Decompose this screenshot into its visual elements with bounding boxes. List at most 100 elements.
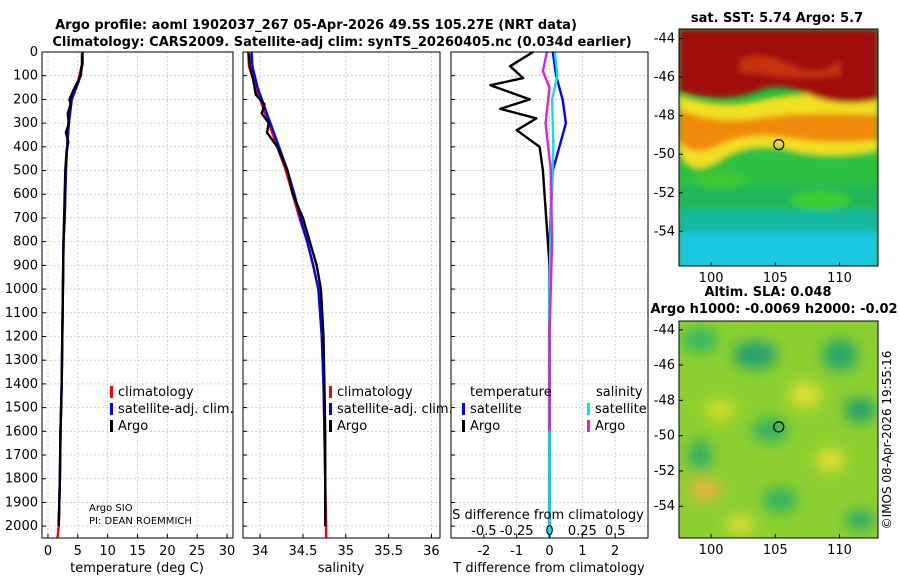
- map-y-tick-label: -48: [654, 393, 675, 408]
- map-x-tick-label: 105: [763, 271, 788, 286]
- sst-map: 100 105 110 -44 -46 -48 -50 -52 -54: [654, 28, 879, 286]
- x2-tick-label: 0.5: [605, 524, 626, 539]
- legend-climatology: climatology: [337, 385, 413, 400]
- sla-map: 100 105 110 -44 -46 -48 -50 -52 -54: [654, 320, 879, 558]
- x-tick-label: -2: [477, 544, 490, 559]
- x2-tick-label: 0.25: [568, 524, 597, 539]
- map-y-tick-label: -44: [654, 323, 675, 338]
- temperature-panel: 0100200300400500600700800900100011001200…: [5, 45, 235, 576]
- y-tick-label: 1400: [5, 377, 38, 392]
- y-tick-label: 2000: [5, 519, 38, 534]
- y-tick-label: 1700: [5, 448, 38, 463]
- x-tick-label: 0: [44, 544, 52, 559]
- x-tick-label: 10: [99, 544, 116, 559]
- map-y-tick-label: -54: [654, 224, 675, 239]
- map-x-tick-label: 105: [763, 543, 788, 558]
- y-tick-label: 200: [13, 92, 38, 107]
- y-tick-label: 1900: [5, 495, 38, 510]
- y-tick-label: 400: [13, 140, 38, 155]
- map-y-tick-label: -44: [654, 32, 675, 47]
- sla-profile-location-marker: [773, 421, 785, 433]
- map-y-tick-label: -50: [654, 429, 675, 444]
- y-tick-label: 900: [13, 258, 38, 273]
- argo-info-2: PI: DEAN ROEMMICH: [89, 516, 192, 527]
- temperature-legend: climatology satellite-adj. clim. Argo: [110, 385, 234, 434]
- series-line-argo: [57, 53, 84, 527]
- y-tick-label: 700: [13, 211, 38, 226]
- t-difference-xlabel: T difference from climatology: [452, 561, 645, 576]
- sst-field: [679, 29, 878, 266]
- sst-profile-location-marker: [773, 139, 785, 151]
- legend-temperature-header: temperature: [470, 385, 552, 400]
- map-y-tick-label: -46: [654, 70, 675, 85]
- series-line-salinity-satellite: [548, 51, 559, 538]
- map-y-tick-label: -52: [654, 464, 675, 479]
- x-tick-label: 0: [545, 544, 553, 559]
- legend-salinity-header: salinity: [596, 385, 643, 400]
- y-tick-label: 600: [13, 187, 38, 202]
- salinity-panel: 34 34.5 35 35.5 36 salinity climatology sate…: [242, 51, 453, 576]
- map-y-tick-label: -52: [654, 186, 675, 201]
- temperature-xlabel: temperature (deg C): [70, 561, 204, 576]
- x2-tick-label: 0: [545, 524, 553, 539]
- x-tick-label: 1: [578, 544, 586, 559]
- x-tick-label: 34: [252, 544, 269, 559]
- difference-axes-frame: [450, 51, 649, 539]
- x-tick-label: 30: [219, 544, 236, 559]
- legend-swatch-salinity-satellite: [587, 403, 590, 415]
- x-tick-label: 35: [338, 544, 355, 559]
- legend-swatch-satellite-adj: [329, 403, 332, 415]
- y-tick-label: 1600: [5, 424, 38, 439]
- legend-salinity-satellite: satellite: [595, 402, 647, 417]
- x-tick-label: 25: [189, 544, 206, 559]
- y-tick-label: 1300: [5, 353, 38, 368]
- imos-timestamp: ©IMOS 08-Apr-2026 19:55:16: [880, 351, 894, 530]
- s-difference-xlabel: S difference from climatology: [452, 508, 644, 523]
- legend-swatch-argo: [110, 420, 113, 432]
- x-tick-label: 20: [159, 544, 176, 559]
- salinity-legend: climatology satellite-adj. clim. Argo: [329, 385, 453, 434]
- legend-satellite-adj: satellite-adj. clim.: [337, 402, 453, 417]
- legend-swatch-argo: [329, 420, 332, 432]
- x2-tick-label: -0.25: [500, 524, 534, 539]
- y-tick-label: 800: [13, 235, 38, 250]
- y-tick-label: 1800: [5, 472, 38, 487]
- x-tick-label: 5: [74, 544, 82, 559]
- argo-info-1: Argo SIO: [89, 503, 133, 514]
- legend-swatch-satellite-adj: [110, 403, 113, 415]
- x-tick-label: 2: [611, 544, 619, 559]
- legend-satellite-adj: satellite-adj. clim.: [118, 402, 234, 417]
- x-tick-label: 36: [423, 544, 440, 559]
- legend-swatch-temperature-satellite: [462, 403, 465, 415]
- y-tick-label: 1200: [5, 329, 38, 344]
- sla-map-title-1: Altim. SLA: 0.048: [705, 285, 832, 300]
- x-tick-label: 35.5: [374, 544, 403, 559]
- x-tick-label: 34.5: [288, 544, 317, 559]
- y-tick-label: 300: [13, 116, 38, 131]
- title-line-2: Climatology: CARS2009. Satellite-adj cli…: [52, 35, 631, 50]
- difference-legend: temperature satellite Argo salinity sate…: [462, 385, 647, 434]
- sst-map-frame: [678, 28, 879, 267]
- x-tick-label: -1: [510, 544, 523, 559]
- x2-tick-label: -0.5: [471, 524, 496, 539]
- legend-salinity-argo: Argo: [595, 419, 625, 434]
- legend-climatology: climatology: [118, 385, 194, 400]
- sla-field: [682, 328, 876, 533]
- series-line-argo: [247, 53, 327, 527]
- map-x-tick-label: 110: [827, 271, 852, 286]
- legend-swatch-climatology: [329, 386, 332, 398]
- legend-argo: Argo: [337, 419, 367, 434]
- map-x-tick-label: 100: [699, 271, 724, 286]
- legend-argo: Argo: [118, 419, 148, 434]
- map-x-tick-label: 110: [827, 543, 852, 558]
- sla-map-title-2: Argo h1000: -0.0069 h2000: -0.02: [650, 302, 897, 317]
- legend-temperature-satellite: satellite: [470, 402, 522, 417]
- salinity-xlabel: salinity: [318, 561, 365, 576]
- map-y-tick-label: -54: [654, 499, 675, 514]
- map-x-tick-label: 100: [699, 543, 724, 558]
- legend-swatch-climatology: [110, 386, 113, 398]
- y-tick-label: 0: [30, 45, 38, 60]
- x-tick-label: 15: [129, 544, 146, 559]
- title-line-1: Argo profile: aoml 1902037_267 05-Apr-20…: [55, 18, 577, 33]
